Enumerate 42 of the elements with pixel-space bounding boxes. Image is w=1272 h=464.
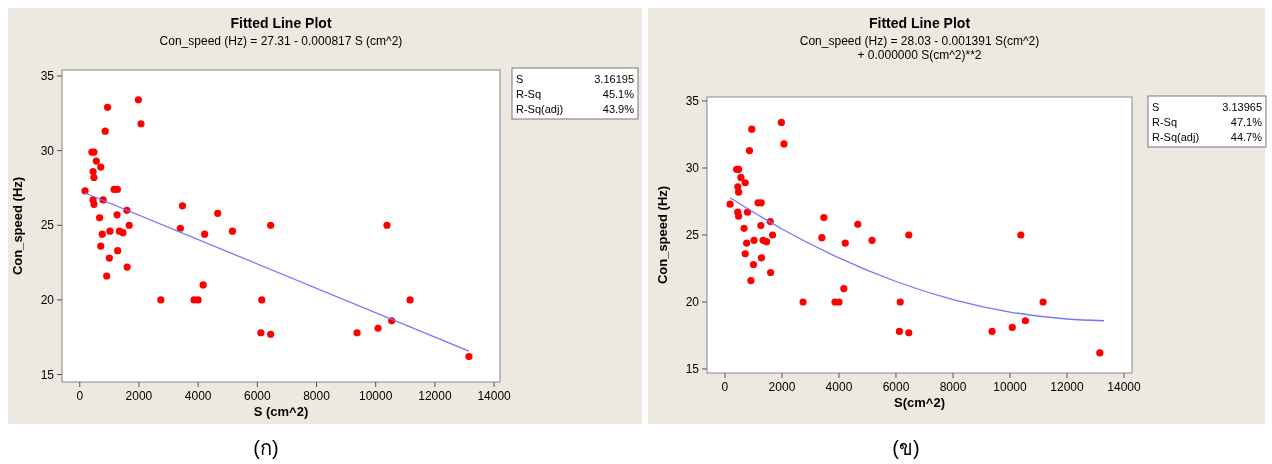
- x-tick-label: 0: [76, 389, 84, 403]
- chart-title: Fitted Line Plot: [868, 15, 971, 31]
- x-tick-label: 14000: [1107, 380, 1142, 394]
- y-axis-title: Con_speed (Hz): [10, 176, 25, 276]
- y-tick-label: 15: [40, 367, 55, 382]
- y-tick-label: 35: [40, 68, 55, 83]
- text: S 3.13965: [1152, 101, 1262, 113]
- y-tick-label: 15: [685, 361, 700, 376]
- x-tick-label: 0: [721, 380, 729, 394]
- y-axis-title: Con_speed (Hz): [655, 185, 670, 285]
- text: (ก): [253, 437, 279, 459]
- x-tick-label: 14000: [477, 389, 512, 403]
- y-tick-label: 35: [685, 94, 700, 109]
- y-tick-label: 20: [685, 294, 700, 309]
- y-tick-label: 30: [40, 143, 55, 158]
- chart-title: Fitted Line Plot: [230, 15, 332, 31]
- text: R-Sq 47.1%: [1152, 116, 1262, 128]
- y-tick-label: 25: [685, 228, 700, 242]
- x-tick-label: 8000: [303, 389, 331, 403]
- x-tick-label: 8000: [939, 380, 967, 394]
- text: R-Sq(adj) 44.7%: [1152, 131, 1262, 143]
- x-tick-label: 6000: [243, 389, 271, 403]
- x-tick-label: 12000: [418, 389, 452, 403]
- text: S 3.16195: [516, 73, 634, 85]
- x-tick-label: 10000: [359, 389, 393, 403]
- x-tick-label: 4000: [825, 380, 853, 394]
- x-tick-label: 6000: [882, 380, 910, 394]
- y-tick-label: 25: [40, 218, 55, 233]
- text: (ข): [892, 437, 920, 459]
- chart-subtitle: Con_speed (Hz) = 28.03 - 0.001391 S(cm^2) + 0.000000 S(cm^2)**2: [799, 34, 1040, 62]
- x-tick-label: 10000: [993, 380, 1028, 394]
- x-tick-label: 2000: [768, 380, 796, 394]
- x-tick-label: 2000: [125, 389, 153, 403]
- chart-subtitle: Con_speed (Hz) = 27.31 - 0.000817 S (cm^2): [159, 34, 403, 48]
- x-tick-label: 4000: [184, 389, 212, 403]
- y-tick-label: 30: [685, 161, 700, 176]
- y-tick-label: 20: [40, 292, 55, 307]
- x-tick-label: 12000: [1050, 380, 1085, 394]
- x-axis-title: S(cm^2): [894, 395, 945, 410]
- text: R-Sq(adj) 43.9%: [516, 103, 634, 115]
- x-axis-title: S (cm^2): [253, 404, 309, 419]
- text: R-Sq 45.1%: [516, 88, 634, 100]
